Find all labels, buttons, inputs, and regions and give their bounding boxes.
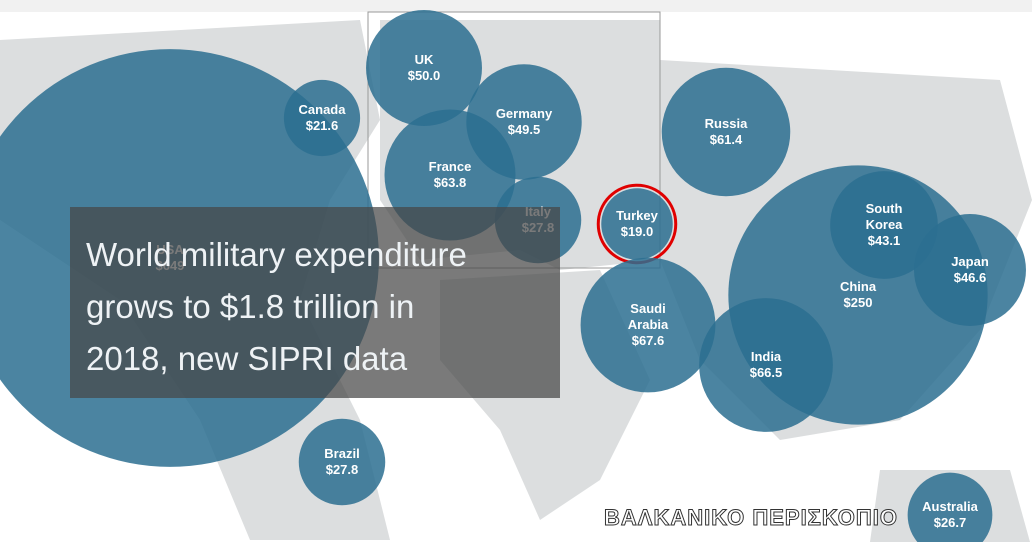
bubble-label: Australia $26.7 <box>914 499 986 531</box>
title-box: World military expenditure grows to $1.8… <box>70 207 560 398</box>
bubble <box>580 257 716 393</box>
bubble-label: India $66.5 <box>730 349 802 381</box>
bubble <box>699 298 833 432</box>
value-label: $50.0 <box>407 68 441 83</box>
country-name: Saudi Arabia <box>627 301 669 332</box>
value-label: $21.6 <box>305 118 339 133</box>
country-name: Russia <box>704 116 748 131</box>
value-label: $46.6 <box>953 270 987 285</box>
bubble <box>661 67 791 197</box>
country-name: South Korea <box>865 201 903 232</box>
value-label: $63.8 <box>433 175 467 190</box>
value-label: $27.8 <box>325 462 359 477</box>
bubble <box>830 171 938 279</box>
bubble-label: Brazil $27.8 <box>306 446 378 478</box>
value-label: $43.1 <box>867 233 901 248</box>
country-name: UK <box>414 52 434 67</box>
country-name: India <box>750 349 782 364</box>
country-name: Japan <box>951 254 989 269</box>
country-name: Turkey <box>616 208 658 223</box>
bubble-label: UK $50.0 <box>388 52 460 84</box>
country-name: France <box>428 159 472 174</box>
country-name: Germany <box>495 106 553 121</box>
top-strip <box>0 0 1032 12</box>
value-label: $67.6 <box>631 333 665 348</box>
title: World military expenditure grows to $1.8… <box>86 236 467 377</box>
bubble <box>914 214 1026 326</box>
bubble <box>283 79 361 157</box>
bubble-label: France $63.8 <box>414 159 486 191</box>
bubble-label: Canada $21.6 <box>286 102 358 134</box>
bubble-label: Japan $46.6 <box>934 254 1006 286</box>
bubble <box>298 418 386 506</box>
bubble-label: Russia $61.4 <box>690 116 762 148</box>
value-label: $26.7 <box>933 515 967 530</box>
country-name: Brazil <box>324 446 360 461</box>
country-name: Canada <box>298 102 346 117</box>
watermark: ΒΑΛΚΑΝΙΚΟ ΠΕΡΙΣΚΟΠΙΟ <box>604 505 898 531</box>
bubble <box>601 188 673 260</box>
bubble-label: Turkey $19.0 <box>601 208 673 240</box>
value-label: $250 <box>843 295 873 310</box>
value-label: $66.5 <box>749 365 783 380</box>
country-name: China <box>839 279 877 294</box>
bubble-label: China $250 <box>822 279 894 311</box>
bubble-label: Germany $49.5 <box>488 106 560 138</box>
bubble-label: Saudi Arabia $67.6 <box>612 301 684 349</box>
country-name: Australia <box>922 499 978 514</box>
value-label: $49.5 <box>507 122 541 137</box>
value-label: $19.0 <box>620 224 654 239</box>
value-label: $61.4 <box>709 132 743 147</box>
bubble <box>907 472 993 542</box>
bubble-label: South Korea $43.1 <box>848 201 920 249</box>
bubble <box>366 10 482 126</box>
